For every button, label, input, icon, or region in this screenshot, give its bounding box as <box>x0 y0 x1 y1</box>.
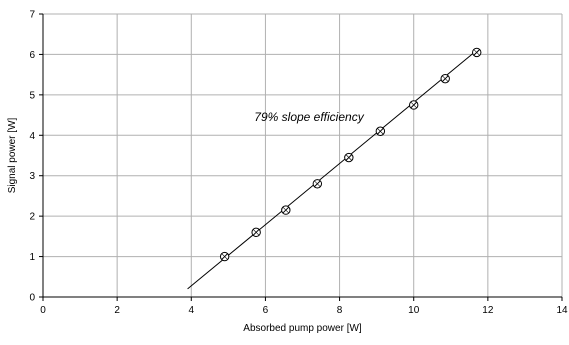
data-point <box>375 126 386 136</box>
data-point <box>251 227 261 238</box>
fit-line-group <box>187 50 478 290</box>
y-tick-label: 4 <box>29 131 35 142</box>
data-point <box>312 179 323 189</box>
data-point <box>472 47 482 58</box>
y-tick-label: 1 <box>29 252 35 263</box>
data-point-cross <box>282 206 290 214</box>
data-point-cross <box>252 229 260 236</box>
y-tick-label: 5 <box>29 90 35 101</box>
y-axis-title: Signal power [W] <box>7 117 18 193</box>
x-tick-label: 2 <box>114 305 120 316</box>
y-tick-label: 7 <box>29 10 35 21</box>
x-tick-label: 4 <box>189 305 195 316</box>
gridlines <box>43 13 563 297</box>
data-point <box>281 205 291 215</box>
slope-annotation: 79% slope efficiency <box>254 110 364 124</box>
y-tick-label: 6 <box>29 50 35 61</box>
x-tick-label: 0 <box>40 305 46 316</box>
x-tick-label: 10 <box>408 305 420 316</box>
data-point-cross <box>377 128 384 135</box>
data-point-cross <box>314 180 321 188</box>
data-point-cross <box>410 101 417 109</box>
data-point-cross <box>442 75 449 82</box>
data-point-cross <box>345 154 353 161</box>
axes <box>39 13 563 301</box>
y-tick-label: 3 <box>29 171 35 182</box>
data-points <box>219 47 482 262</box>
y-tick-label: 2 <box>29 212 35 223</box>
data-point-cross <box>221 253 228 260</box>
data-point <box>440 73 450 84</box>
data-point-cross <box>473 49 480 56</box>
x-tick-label: 14 <box>556 305 568 316</box>
data-point <box>409 100 419 110</box>
data-point <box>219 251 230 262</box>
x-tick-label: 8 <box>337 305 343 316</box>
y-tick-label: 0 <box>29 293 35 304</box>
fit-line <box>187 50 478 290</box>
x-tick-label: 6 <box>263 305 269 316</box>
data-point <box>344 152 354 163</box>
x-axis-title: Absorbed pump power [W] <box>243 323 362 334</box>
x-tick-label: 12 <box>482 305 494 316</box>
